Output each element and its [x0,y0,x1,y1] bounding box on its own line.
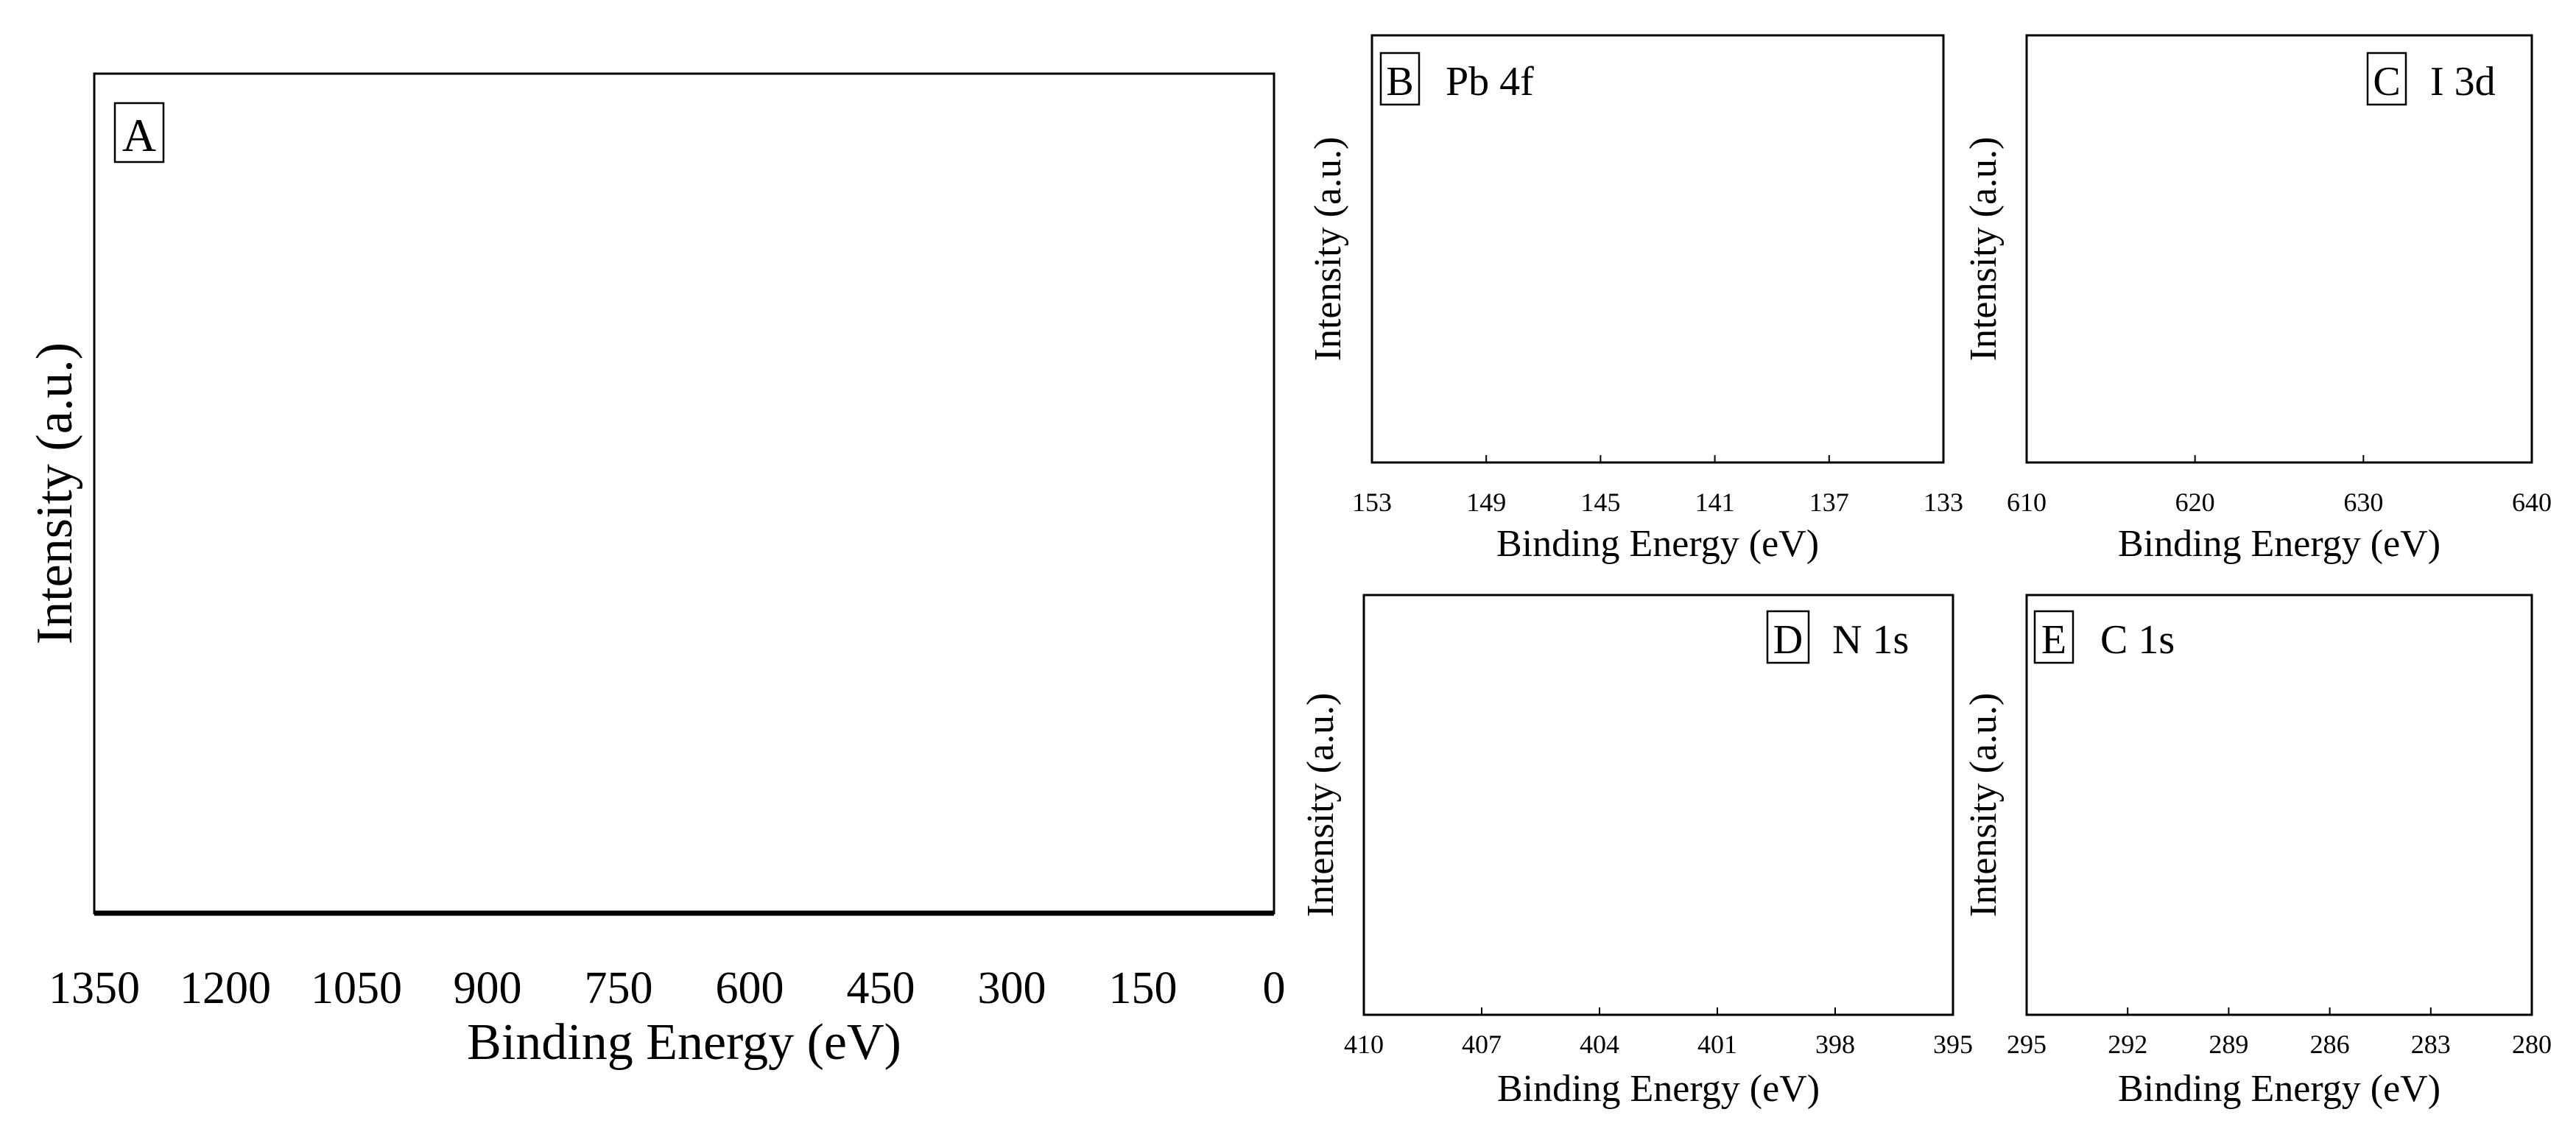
panel-a: 1350 1200 1050 900 750 600 450 300 150 0 A Bindin… [27,74,1286,1071]
panel-d-tick-label: 404 [1580,1030,1619,1059]
panel-d-tick-label: 407 [1462,1030,1502,1059]
panel-b: 153 149 145 141 137 133 B Pb 4f Binding Energ… [1307,35,1963,565]
panel-b-frame [1370,34,1945,464]
panel-b-xlabel: Binding Energy (eV) [1496,523,1819,565]
panel-e-frame [2025,594,2533,1016]
panel-c-frame [2025,34,2533,464]
panel-e-label: E [2041,617,2066,663]
panel-c-label: C [2373,59,2400,105]
panel-d-tick-label: 401 [1697,1030,1737,1059]
panel-a-tick-label: 150 [1109,963,1178,1013]
panel-a-tick-label: 0 [1263,963,1286,1013]
panel-a-tick-label: 300 [978,963,1046,1013]
panel-b-title: Pb 4f [1446,59,1534,105]
panel-b-label: B [1386,59,1413,105]
panel-c-xlabel: Binding Energy (eV) [2118,523,2440,565]
panel-c-tick-label: 630 [2343,488,2383,517]
panel-c-tick-label: 640 [2512,488,2552,517]
panel-a-tick-label: 1200 [180,963,271,1013]
panel-a-tick-label: 900 [454,963,522,1013]
panel-d-xlabel: Binding Energy (eV) [1497,1068,1820,1110]
panel-e-xlabel: Binding Energy (eV) [2118,1068,2440,1110]
panel-e-label-box [2033,610,2074,664]
panel-e-tick-label: 292 [2108,1030,2147,1059]
panel-e-tick-label: 289 [2209,1030,2248,1059]
panel-e-tick-label: 295 [2007,1030,2047,1059]
panel-d-ylabel: Intensity (a.u.) [1300,693,1342,918]
panel-d-tick-label: 398 [1815,1030,1855,1059]
panel-d-tick-label: 410 [1344,1030,1384,1059]
panel-c: 610 620 630 640 C I 3d Binding Energy (eV) … [1963,35,2552,565]
panel-a-tick-label: 750 [585,963,653,1013]
panel-a-tick-label: 450 [847,963,915,1013]
panel-c-ticks: 610 620 630 640 [2007,455,2552,517]
panel-b-tick-label: 137 [1809,488,1849,517]
panel-e: 295 292 289 286 283 280 E C 1s Binding Energy… [1963,595,2552,1110]
panel-a-label-box [113,102,165,163]
panel-c-title: I 3d [2430,59,2496,105]
panel-c-tick-label: 610 [2007,488,2047,517]
panel-b-label-box [1379,52,1421,106]
panel-b-tick-label: 149 [1466,488,1506,517]
panel-b-tick-label: 133 [1924,488,1963,517]
panel-a-tick-label: 600 [716,963,784,1013]
panel-b-tick-label: 153 [1352,488,1392,517]
panel-e-ticks: 295 292 289 286 283 280 [2007,1007,2552,1059]
panel-e-tick-label: 286 [2310,1030,2350,1059]
panel-e-tick-label: 280 [2512,1030,2552,1059]
panel-e-title: C 1s [2100,617,2175,663]
panel-a-ylabel: Intensity (a.u.) [27,342,83,644]
panel-e-tick-label: 283 [2411,1030,2451,1059]
panel-b-tick-label: 145 [1580,488,1620,517]
panel-a-frame [93,72,1275,915]
panel-c-tick-label: 620 [2175,488,2215,517]
panel-d-label-box [1766,610,1810,664]
panel-a-tick-label: 1350 [49,963,140,1013]
panel-a-ticks: 1350 1200 1050 900 750 600 450 300 150 0 [49,963,1286,1013]
panel-c-ylabel: Intensity (a.u.) [1963,137,2005,362]
panel-d-label: D [1773,617,1803,663]
panel-d-tick-label: 395 [1933,1030,1973,1059]
panel-c-label-box [2366,52,2407,106]
panel-d-ticks: 410 407 404 401 398 395 [1344,1007,1973,1059]
panel-a-label: A [122,109,156,161]
panel-b-ticks: 153 149 145 141 137 133 [1352,455,1963,517]
panel-b-tick-label: 141 [1695,488,1735,517]
panel-d-title: N 1s [1832,617,1909,663]
panel-a-tick-label: 1050 [311,963,402,1013]
panel-d: 410 407 404 401 398 395 D N 1s Binding Energy… [1300,595,1973,1110]
panel-e-ylabel: Intensity (a.u.) [1963,693,2005,918]
panel-d-frame [1362,594,1954,1016]
panel-a-xlabel: Binding Energy (eV) [467,1014,901,1071]
panel-b-ylabel: Intensity (a.u.) [1307,137,1349,362]
